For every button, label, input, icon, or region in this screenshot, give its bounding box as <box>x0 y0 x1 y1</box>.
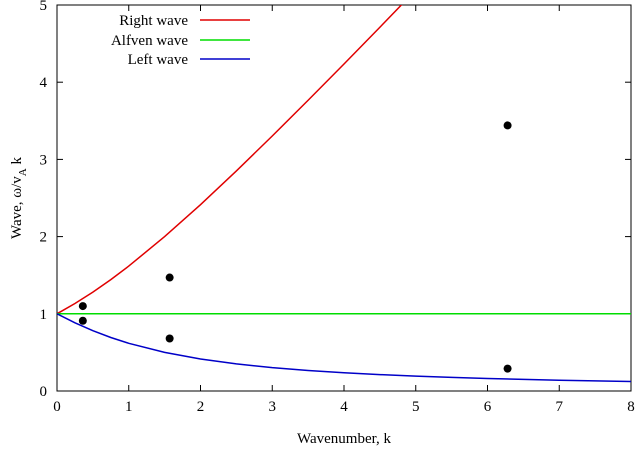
legend-label-alfven-wave: Alfven wave <box>111 33 188 49</box>
legend: Right wave Alfven wave Left wave <box>111 13 250 68</box>
y-axis-label-main: Wave, ω/v <box>9 176 25 239</box>
x-tick-label: 0 <box>53 399 61 415</box>
y-axis-label: Wave, ω/vA k <box>9 156 29 239</box>
series-line-right-wave <box>57 5 403 315</box>
y-tick-label: 5 <box>40 0 48 14</box>
legend-label-left-wave: Left wave <box>128 52 189 68</box>
x-tick-label: 4 <box>340 399 348 415</box>
y-axis-label-subscript: A <box>17 168 29 176</box>
marker-points <box>78 121 512 373</box>
data-point-marker <box>78 302 87 311</box>
x-tick-label: 3 <box>269 399 277 415</box>
y-tick-label: 1 <box>40 307 48 323</box>
x-axis-label: Wavenumber, k <box>297 431 391 447</box>
x-tick-label: 6 <box>484 399 492 415</box>
y-tick-labels: 0 1 2 3 4 5 <box>40 0 48 400</box>
x-tick-label: 5 <box>412 399 420 415</box>
x-tick-label: 8 <box>627 399 635 415</box>
y-tick-label: 4 <box>40 75 48 91</box>
data-point-marker <box>165 273 174 282</box>
x-tick-label: 2 <box>197 399 205 415</box>
series-lines <box>57 5 631 383</box>
data-point-marker <box>503 364 512 373</box>
y-axis-label-suffix: k <box>9 156 25 168</box>
y-tick-label: 2 <box>40 230 48 246</box>
series-line-left-wave <box>57 313 631 383</box>
data-point-marker <box>78 316 87 325</box>
x-tick-labels: 0 1 2 3 4 5 6 7 8 <box>53 399 635 415</box>
data-point-marker <box>503 121 512 130</box>
legend-label-right-wave: Right wave <box>119 13 188 29</box>
data-point-marker <box>165 334 174 343</box>
x-tick-label: 7 <box>556 399 564 415</box>
x-tick-label: 1 <box>125 399 133 415</box>
y-tick-label: 3 <box>40 152 48 168</box>
y-tick-label: 0 <box>40 384 48 400</box>
